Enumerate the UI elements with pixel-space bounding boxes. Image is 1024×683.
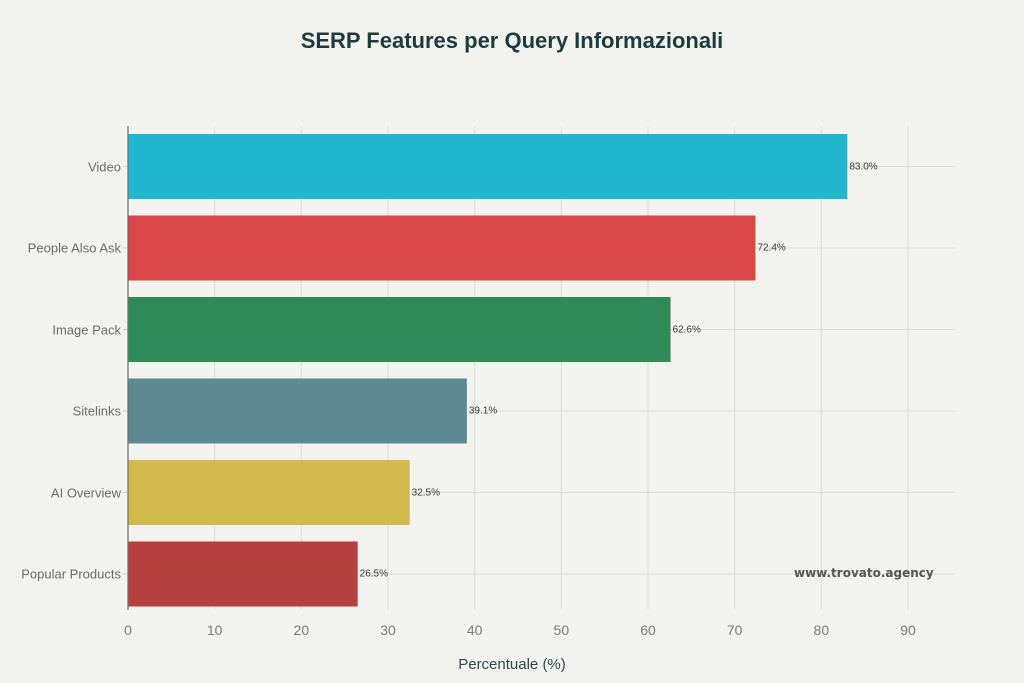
y-category-label: AI Overview — [50, 485, 121, 500]
x-tick-label: 90 — [900, 622, 916, 638]
x-tick-label: 50 — [553, 622, 570, 638]
y-category-label: Image Pack — [52, 322, 121, 337]
bar-value-label: 39.1% — [468, 405, 498, 417]
chart-title: SERP Features per Query Informazionali — [300, 28, 724, 53]
bar-value-label: 83.0% — [849, 161, 878, 172]
bar-value-label: 72.4% — [757, 242, 786, 254]
bar-image-pack — [128, 297, 671, 362]
y-category-label: Sitelinks — [72, 403, 121, 419]
y-category-label: People Also Ask — [27, 240, 121, 256]
x-tick-label: 40 — [466, 622, 483, 638]
bar-value-label: 32.5% — [411, 487, 441, 498]
bar-value-label: 62.6% — [672, 324, 701, 335]
x-tick-label: 70 — [726, 622, 743, 638]
bar-value-label: 26.5% — [359, 568, 389, 580]
x-tick-label: 0 — [124, 622, 132, 638]
x-tick-label: 80 — [813, 622, 830, 638]
bar-people-also-ask — [128, 215, 756, 281]
x-axis-label: Percentuale (%) — [458, 656, 566, 673]
x-tick-label: 60 — [640, 622, 656, 638]
x-tick-label: 10 — [206, 622, 223, 638]
bar-sitelinks — [128, 378, 467, 444]
watermark: www.trovato.agency — [794, 566, 934, 580]
x-tick-label: 20 — [293, 622, 310, 638]
bar-popular-products — [128, 541, 358, 607]
y-category-label: Video — [87, 159, 121, 174]
y-category-label: Popular Products — [21, 566, 121, 582]
bar-ai-overview — [128, 460, 410, 525]
x-tick-label: 30 — [380, 622, 396, 638]
bar-video — [128, 134, 848, 199]
